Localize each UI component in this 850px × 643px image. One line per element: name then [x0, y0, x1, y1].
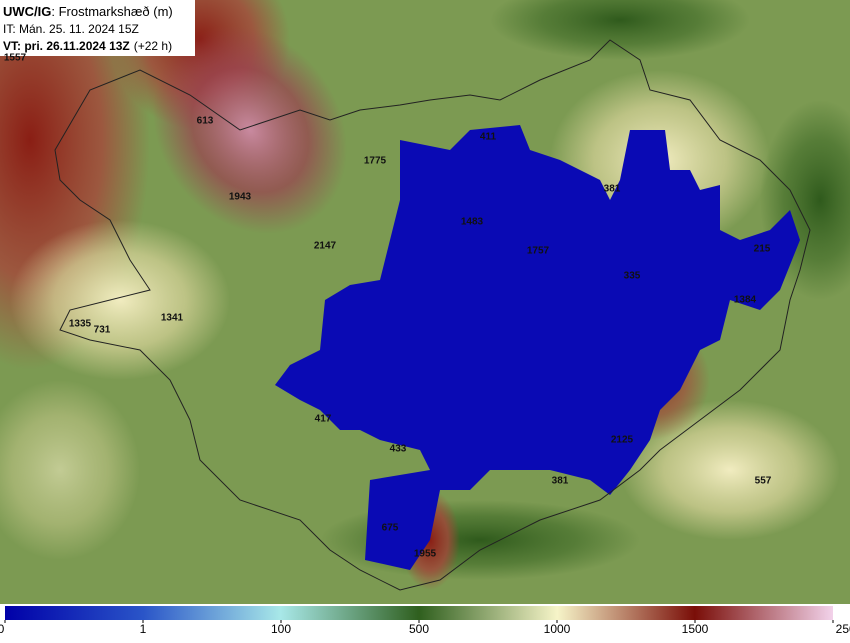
colorbar-tick-label: 2500 — [836, 622, 850, 636]
point-label: 613 — [197, 116, 214, 127]
point-label: 675 — [382, 523, 399, 534]
point-label: 1335 — [69, 319, 92, 330]
colorbar-tick-label: 100 — [271, 622, 291, 636]
colorbar-ticks: 0 1 100 500 1000 1500 2500 — [0, 620, 850, 636]
point-label: 1384 — [734, 295, 757, 306]
valid-time-line: VT: pri. 26.11.2024 13Z (+22 h) — [3, 39, 172, 53]
lead-time: (+22 h) — [134, 39, 172, 53]
point-label: 1341 — [161, 313, 184, 324]
coastline — [54, 39, 811, 591]
point-labels: 1557 613 1775 411 381 1943 1483 1757 215 335 2147 1… — [4, 53, 772, 560]
header-box — [0, 0, 195, 56]
issue-time: IT: Mán. 25. 11. 2024 15Z — [3, 22, 139, 36]
point-label: 433 — [390, 444, 407, 455]
point-label: 381 — [604, 184, 621, 195]
colorbar-tick-label: 500 — [409, 622, 429, 636]
colorbar-tick-label: 0 — [0, 622, 5, 636]
frozen-area — [275, 125, 800, 570]
point-label: 411 — [480, 132, 497, 143]
colorbar-tick-label: 1500 — [682, 622, 709, 636]
point-label: 381 — [552, 476, 569, 487]
point-label: 731 — [94, 325, 111, 336]
point-label: 417 — [315, 414, 332, 425]
point-label: 1775 — [364, 156, 387, 167]
point-label: 1557 — [4, 53, 27, 64]
header-title: UWC/IG: Frostmarkshæð (m) — [3, 4, 173, 19]
colorbar-tick-label: 1000 — [544, 622, 571, 636]
point-label: 557 — [755, 476, 772, 487]
valid-time: VT: pri. 26.11.2024 13Z — [3, 39, 130, 53]
colorbar-tick-label: 1 — [140, 622, 147, 636]
field-name: : Frostmarkshæð (m) — [51, 4, 172, 19]
point-label: 2147 — [314, 241, 337, 252]
point-label: 1955 — [414, 549, 437, 560]
point-label: 2125 — [611, 435, 634, 446]
point-label: 215 — [754, 244, 771, 255]
point-label: 335 — [624, 271, 641, 282]
point-label: 1483 — [461, 217, 484, 228]
point-label: 1757 — [527, 246, 550, 257]
colorbar — [5, 606, 833, 620]
model-name: UWC/IG — [3, 4, 51, 19]
point-label: 1943 — [229, 192, 252, 203]
